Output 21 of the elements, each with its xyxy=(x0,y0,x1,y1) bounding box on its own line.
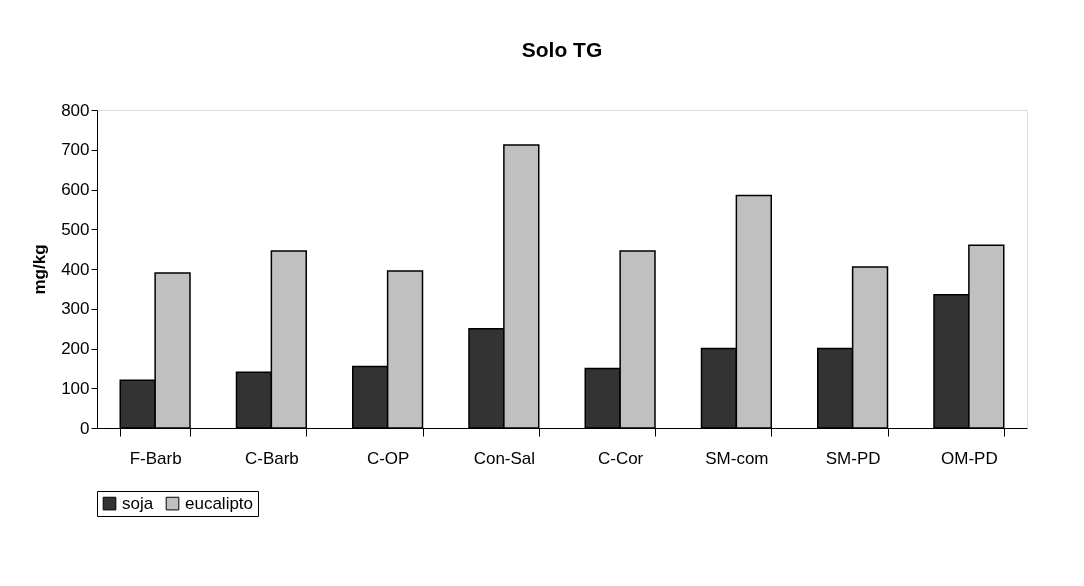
y-tick-label: 200 xyxy=(61,339,90,358)
y-tick-label: 700 xyxy=(61,140,90,160)
y-axis-title: mg/kg xyxy=(30,244,50,295)
x-tick-label: OM-PD xyxy=(941,448,998,468)
legend-label: soja xyxy=(122,493,154,513)
x-tick-label: F-Barb xyxy=(129,448,182,468)
x-tick-label: C-OP xyxy=(366,448,410,468)
x-tick-label: C-Barb xyxy=(244,448,299,468)
y-tick-label: 400 xyxy=(61,259,90,279)
y-tick-label: 0 xyxy=(80,418,90,438)
x-tick-label: Con-Sal xyxy=(473,448,536,468)
y-tick-label: 300 xyxy=(61,299,90,319)
chart-title: Solo TG xyxy=(521,38,603,61)
y-tick-label: 500 xyxy=(61,219,90,239)
y-tick-label: 800 xyxy=(61,100,90,120)
y-tick-label: 600 xyxy=(61,180,90,199)
x-tick-label: SM-com xyxy=(705,448,769,468)
x-tick-label: C-Cor xyxy=(597,448,644,468)
x-tick-label: SM-PD xyxy=(825,448,881,468)
y-tick-label: 100 xyxy=(61,378,90,398)
legend-label: eucalipto xyxy=(185,493,254,513)
